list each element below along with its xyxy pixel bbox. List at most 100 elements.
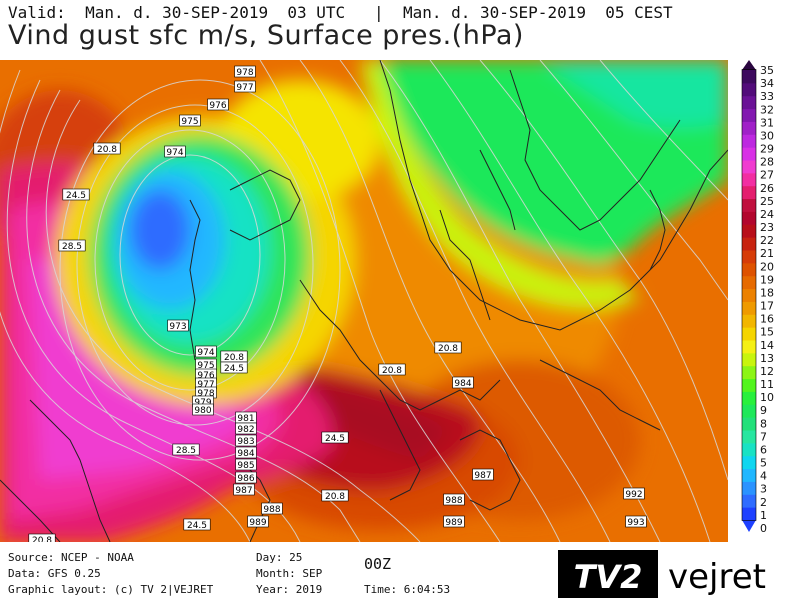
gust-contour-label: 20.8: [434, 341, 462, 354]
colorbar-tick-label: 31: [760, 116, 774, 129]
colorbar-tick-label: 12: [760, 365, 774, 378]
colorbar-tick-label: 24: [760, 208, 774, 221]
gust-contour-label-box: [62, 188, 90, 201]
colorbar-tick-label: 21: [760, 247, 774, 260]
isobar-label-text: 984: [454, 379, 471, 389]
run-text: 00Z: [364, 555, 392, 573]
isobar-label: 984: [452, 376, 474, 389]
isobar-label-text: 976: [197, 371, 214, 381]
weather-map: 978 977 976 975 974 973 974 975 976 977 978 979 980 9…: [0, 60, 728, 542]
gust-contour-label: 24.5: [321, 431, 349, 444]
map-title: Vind gust sfc m/s, Surface pres.(hPa): [8, 20, 524, 51]
isobar-label-box: [472, 468, 494, 481]
colorbar-tick-label: 0: [760, 522, 767, 535]
isobar-label-box: [207, 98, 229, 111]
gust-contour-label-box: [378, 363, 406, 376]
colorbar-segment: [742, 288, 756, 302]
isobar-label: 984: [235, 446, 257, 459]
gust-contour-label: 28.5: [172, 443, 200, 456]
gust-contour-label: 20.8: [28, 533, 56, 542]
isobar-label-box: [195, 345, 217, 358]
colorbar-segment: [742, 108, 756, 122]
gust-contour-label-text: 20.8: [32, 536, 52, 542]
isobar-label: 978: [234, 65, 256, 78]
gust-contour-label-text: 24.5: [187, 521, 207, 531]
isobar-label-text: 977: [197, 380, 214, 390]
isobar-label: 976: [207, 98, 229, 111]
layout-credit: Graphic layout: (c) TV 2|VEJRET: [8, 583, 214, 596]
gust-contour-label-box: [93, 142, 121, 155]
colorbar-segment: [742, 494, 756, 508]
colorbar-segment: [742, 121, 756, 135]
isobar-label: 983: [235, 434, 257, 447]
coastlines: [0, 60, 728, 542]
gust-contour-label-box: [28, 533, 56, 542]
gust-contour-label-text: 24.5: [325, 434, 345, 444]
colorbar-segment: [742, 147, 756, 161]
month-text: Month: SEP: [256, 567, 323, 580]
isobar-label-box: [452, 376, 474, 389]
gust-contour-label-box: [172, 443, 200, 456]
colorbar-tick-label: 2: [760, 496, 767, 509]
isobar-label: 993: [625, 515, 647, 528]
colorbar-tick-label: 7: [760, 430, 767, 443]
isobar-label-box: [179, 114, 201, 127]
header: Valid: Man. d. 30-SEP-2019 03 UTC | Man.…: [0, 0, 800, 60]
isobar-label-box: [167, 319, 189, 332]
isobar-label-box: [164, 145, 186, 158]
isobar-label-text: 978: [236, 68, 253, 78]
gust-contour-label-text: 20.8: [325, 492, 345, 502]
colorbar-bottom-arrow: [742, 520, 756, 532]
colorbar-segment: [742, 481, 756, 495]
colorbar-segment: [742, 237, 756, 251]
isobar-label: 987: [233, 483, 255, 496]
vejret-wordmark: vejret: [668, 557, 766, 597]
colorbar-tick-label: 10: [760, 391, 774, 404]
colorbar-tick-label: 34: [760, 77, 774, 90]
colorbar-segment: [742, 185, 756, 200]
colorbar-segment: [742, 404, 756, 418]
colorbar-tick-label: 19: [760, 273, 774, 286]
colorbar-tick-label: 6: [760, 443, 767, 456]
isobar-label-text: 989: [445, 518, 462, 528]
colorbar-tick-label: 18: [760, 286, 774, 299]
colorbar-tick-label: 14: [760, 339, 774, 352]
isobar-label-text: 975: [181, 117, 198, 127]
isobar-label: 989: [443, 515, 465, 528]
tv2-vejret-logo: TV2 vejret: [558, 548, 800, 600]
colorbar-segment: [742, 172, 756, 187]
isobar-label: 985: [235, 458, 257, 471]
isobar-label-box: [233, 483, 255, 496]
gust-contour-label: 24.5: [220, 361, 248, 374]
colorbar-segment: [742, 262, 756, 277]
gust-contour-label: 20.8: [378, 363, 406, 376]
isobar-label: 977: [234, 80, 256, 93]
year-text: Year: 2019: [256, 583, 323, 596]
isobar-label-text: 989: [249, 518, 266, 528]
colorbar-segment: [742, 134, 756, 148]
isobar-label: 982: [235, 422, 257, 435]
gust-contour-label: 20.8: [321, 489, 349, 502]
colorbar-segment: [742, 365, 756, 380]
gust-contour-label: 24.5: [183, 518, 211, 531]
isobar-label-text: 974: [166, 148, 183, 158]
data-text: Data: GFS 0.25: [8, 567, 101, 580]
isobar-label-box: [443, 493, 465, 506]
isobar-label-text: 978: [197, 389, 214, 399]
isobar-label-box: [234, 80, 256, 93]
isobar-label-box: [261, 502, 283, 515]
gust-contour-label-box: [183, 518, 211, 531]
colorbar-segment: [742, 160, 756, 174]
isobar-label: 981: [235, 411, 257, 424]
colorbar-top-arrow: [742, 60, 756, 70]
isobar-label-text: 979: [194, 398, 211, 408]
colorbar: 35 34 33 32 31 30 29 28 27 26 25 24 23 22 21 20 19 18 17 16…: [734, 60, 800, 545]
gust-contour-label-text: 28.5: [62, 242, 82, 252]
isobar-label-text: 973: [169, 322, 186, 332]
colorbar-tick-label: 32: [760, 103, 774, 116]
colorbar-outline: [741, 69, 757, 521]
colorbar-segment: [742, 340, 756, 354]
colorbar-segment: [742, 314, 756, 328]
isobar-label: 980: [192, 403, 214, 416]
isobar-label-box: [235, 446, 257, 459]
